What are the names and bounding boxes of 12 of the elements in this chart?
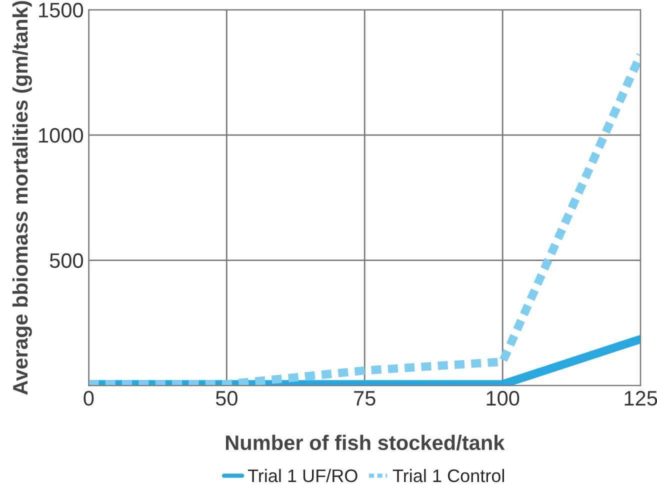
x-axis-title: Number of fish stocked/tank [226, 434, 505, 450]
x-tick-label: 50 [216, 390, 238, 406]
y-axis-title: Average bbiomass mortalities (gm/tank) [12, 1, 32, 395]
x-tick-label: 100 [486, 390, 520, 406]
y-tick-label: 500 [50, 253, 84, 268]
x-tick-label: 125 [624, 390, 657, 406]
legend-label: Trial 1 Control [392, 468, 504, 482]
y-tick-label: 1000 [39, 128, 84, 143]
y-tick-label: 1500 [39, 2, 84, 18]
x-tick-label: 0 [84, 390, 94, 406]
legend-label: Trial 1 UF/RO [248, 468, 358, 482]
x-tick-label: 75 [354, 391, 376, 406]
